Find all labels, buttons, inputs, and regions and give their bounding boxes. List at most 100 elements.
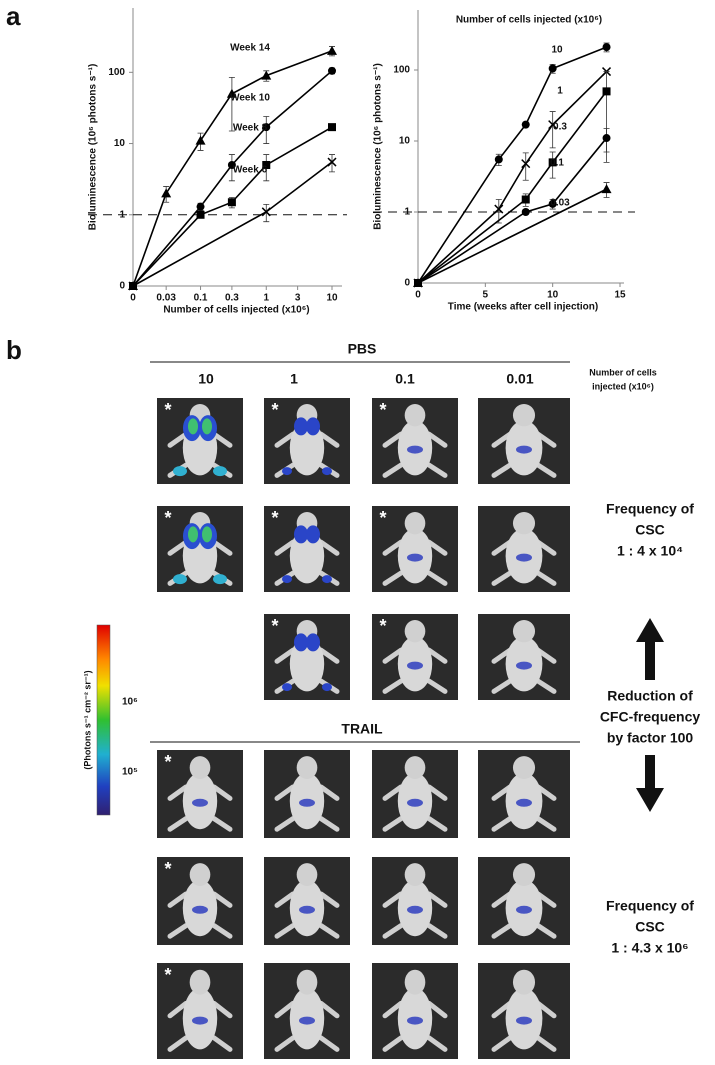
marker xyxy=(494,204,504,214)
mouse-head xyxy=(512,863,536,887)
series-line xyxy=(417,188,607,284)
mouse-head xyxy=(512,756,536,780)
error-bar xyxy=(495,199,502,224)
x-tick-label: 0 xyxy=(415,290,421,301)
mouse-legs xyxy=(167,891,233,939)
signal xyxy=(516,905,532,914)
marker xyxy=(413,278,423,287)
marker xyxy=(261,70,272,80)
x-tick-label: 15 xyxy=(614,290,626,301)
annotation: Frequency of xyxy=(606,501,694,517)
signal xyxy=(322,467,332,476)
x-tick-label: 1 xyxy=(263,293,269,304)
signal xyxy=(173,466,187,477)
mouse-image: * xyxy=(157,398,243,484)
mouse-legs xyxy=(167,431,233,478)
error-bar xyxy=(549,111,556,149)
mouse-head xyxy=(296,969,318,995)
significance-mark: * xyxy=(164,400,171,420)
signal xyxy=(306,633,320,652)
signal xyxy=(282,467,292,476)
annotation: Reduction of xyxy=(607,688,693,704)
series-line xyxy=(132,126,333,287)
series-label: 0.3 xyxy=(553,122,567,133)
mouse-legs xyxy=(491,1000,557,1052)
mouse-image: * xyxy=(264,614,350,700)
marker xyxy=(226,88,237,98)
annotation: 1 : 4.3 x 10⁶ xyxy=(611,940,688,956)
mouse-legs xyxy=(382,891,448,939)
significance-mark: * xyxy=(164,508,171,528)
series-line xyxy=(417,90,608,284)
mouse-head xyxy=(404,404,426,427)
mouse-legs xyxy=(274,431,340,478)
annotation: Frequency of xyxy=(606,898,694,914)
annotation: CSC xyxy=(635,522,665,538)
marker xyxy=(227,160,236,169)
up-arrow xyxy=(636,618,664,680)
significance-mark: * xyxy=(379,508,386,528)
marker xyxy=(521,195,530,204)
signal xyxy=(299,798,315,807)
marker xyxy=(521,159,531,169)
marker xyxy=(494,155,503,164)
signal xyxy=(322,683,332,692)
signal xyxy=(516,661,532,670)
mouse-image: * xyxy=(264,398,350,484)
signal xyxy=(294,525,308,544)
mouse-legs xyxy=(382,1000,448,1052)
signal xyxy=(188,418,198,435)
mouse-image xyxy=(372,857,458,945)
colorbar-label: 10⁶ xyxy=(122,697,138,708)
marker xyxy=(548,158,557,167)
marker xyxy=(602,134,611,143)
mouse-image: * xyxy=(157,963,243,1059)
annotation: 1 : 4 x 10⁴ xyxy=(617,543,683,559)
significance-mark: * xyxy=(164,859,171,879)
mouse-image xyxy=(478,857,570,945)
mouse-legs xyxy=(274,891,340,939)
x-axis-title: Number of cells injected (x10⁶) xyxy=(163,305,309,316)
x-tick-label: 0.1 xyxy=(194,293,208,304)
x-tick-label: 0 xyxy=(130,293,136,304)
signal xyxy=(213,574,227,585)
series-label: 10 xyxy=(551,45,563,56)
mouse-legs xyxy=(491,539,557,586)
marker xyxy=(327,45,337,55)
signal xyxy=(516,553,532,562)
mouse-image: * xyxy=(372,614,458,700)
series-line xyxy=(417,46,607,284)
signal xyxy=(407,1016,423,1025)
significance-mark: * xyxy=(271,616,278,636)
series-label: 0.03 xyxy=(550,198,570,209)
y-tick-label: 10 xyxy=(114,138,126,149)
signal xyxy=(516,798,532,807)
signal xyxy=(213,466,227,477)
series-line xyxy=(417,71,608,284)
mouse-image: * xyxy=(157,506,243,592)
y-tick-label: 10 xyxy=(399,136,411,147)
mouse-image xyxy=(264,857,350,945)
marker xyxy=(261,207,271,217)
mouse-legs xyxy=(382,431,448,478)
annotation: by factor 100 xyxy=(607,730,694,746)
signal xyxy=(282,683,292,692)
error-bar xyxy=(522,152,529,181)
mouse-legs xyxy=(274,539,340,586)
error-bar xyxy=(228,76,235,132)
error-bar xyxy=(263,203,270,223)
mouse-image: * xyxy=(264,506,350,592)
x-tick-label: 3 xyxy=(295,293,301,304)
mouse-image xyxy=(478,398,570,484)
y-tick-label: 0 xyxy=(404,278,410,289)
mouse-legs xyxy=(274,784,340,832)
y-axis-title: Bioluminescence (10⁶ photons s⁻¹) xyxy=(88,64,99,231)
signal xyxy=(202,418,212,435)
x-tick-label: 10 xyxy=(547,290,559,301)
annotation: CFC-frequency xyxy=(600,709,701,725)
mouse-legs xyxy=(382,647,448,694)
mouse-legs xyxy=(491,431,557,478)
down-arrow xyxy=(636,755,664,812)
series-label: Week 8 xyxy=(233,123,268,134)
x-tick-label: 0.03 xyxy=(156,293,176,304)
